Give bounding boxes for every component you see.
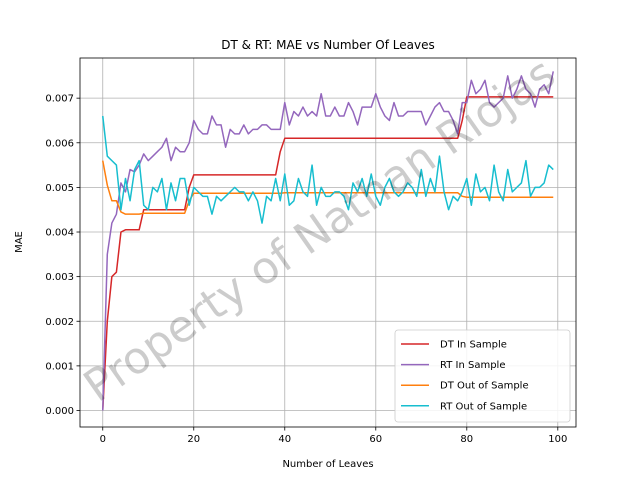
x-tick-label: 20: [187, 434, 200, 445]
y-tick-label: 0.004: [45, 228, 74, 239]
x-tick-label: 80: [460, 434, 473, 445]
y-tick-label: 0.002: [45, 317, 74, 328]
legend-box: [394, 329, 571, 423]
y-tick-label: 0.006: [45, 138, 74, 149]
chart-title: DT & RT: MAE vs Number Of Leaves: [221, 38, 434, 52]
plot-area-frame: [79, 57, 577, 428]
series-line-rt-in-sample: [102, 71, 554, 411]
grid-lines: [80, 58, 576, 427]
y-axis-label: MAE: [14, 231, 25, 253]
x-tick-label: 100: [548, 434, 567, 445]
x-axis-ticks: 0 20 40 60 80 100: [100, 427, 567, 445]
series-line-dt-in-sample: [102, 96, 554, 411]
x-tick-label: 60: [369, 434, 382, 445]
legend-label-rt-in-sample: RT In Sample: [440, 360, 505, 371]
y-tick-label: 0.001: [45, 361, 74, 372]
y-tick-label: 0.005: [45, 183, 74, 194]
y-axis-ticks: 0.000 0.001 0.002 0.003 0.004 0.005 0.006 0.007: [45, 94, 80, 417]
series-line-rt-out-of-sample: [102, 115, 554, 224]
legend: DT In Sample RT In Sample DT Out of Sample…: [394, 329, 571, 423]
series-line-dt-out-of-sample: [102, 160, 554, 215]
x-axis-label: Number of Leaves: [282, 459, 373, 470]
legend-label-dt-in-sample: DT In Sample: [440, 340, 507, 351]
series-lines: [102, 71, 554, 411]
y-tick-label: 0.003: [45, 272, 74, 283]
y-tick-label: 0.000: [45, 406, 74, 417]
x-tick-label: 0: [100, 434, 106, 445]
x-tick-label: 40: [278, 434, 291, 445]
y-tick-label: 0.007: [45, 94, 74, 105]
legend-label-rt-out-of-sample: RT Out of Sample: [440, 401, 527, 412]
legend-label-dt-out-of-sample: DT Out of Sample: [440, 381, 529, 392]
